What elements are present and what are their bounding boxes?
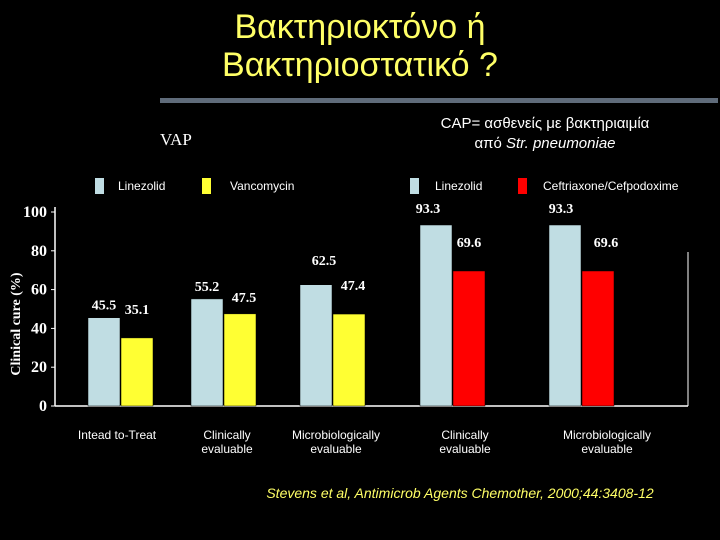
bar-4-0 (548, 224, 582, 407)
category-label-3-1: evaluable (439, 442, 491, 456)
legend-swatch-0-0 (95, 178, 104, 194)
y-tick-label: 20 (31, 359, 47, 376)
bar-1-0 (190, 298, 224, 407)
y-tick-label: 100 (23, 204, 47, 221)
slide-title: Βακτηριοκτόνο ή Βακτηριοστατικό ? (0, 8, 720, 98)
category-label-4-0: Microbiologically (563, 428, 651, 442)
cap-line-1: CAP= ασθενείς με βακτηριαιμία (440, 115, 650, 132)
legend-swatch-0-1 (202, 178, 211, 194)
data-label-1-0: 55.2 (195, 280, 220, 295)
data-label-2-1: 47.4 (341, 279, 366, 294)
category-label-2-1: evaluable (310, 442, 362, 456)
y-axis-label: Clinical cure (%) (9, 272, 24, 376)
data-label-3-0: 93.3 (416, 202, 441, 217)
category-label-4-1: evaluable (581, 442, 633, 456)
title-line-2: Βακτηριοστατικό ? (222, 46, 498, 84)
legend-label-0-1: Vancomycin (230, 179, 294, 193)
legend-label-1-0: Linezolid (435, 179, 482, 193)
data-label-0-1: 35.1 (125, 303, 150, 318)
y-tick-label: 60 (31, 282, 47, 299)
bar-0-1 (120, 337, 154, 407)
category-label-1-0: Clinically (203, 428, 250, 442)
bar-2-1 (332, 313, 366, 407)
bar-1-1 (223, 313, 257, 407)
cap-label: CAP= ασθενείς με βακτηριαιμία από Str. p… (380, 114, 710, 154)
category-label-2-0: Microbiologically (292, 428, 380, 442)
y-tick-label: 40 (31, 320, 47, 337)
category-label-3-0: Clinically (441, 428, 488, 442)
legend-label-0-0: Linezolid (118, 179, 165, 193)
cap-prefix: από (474, 135, 506, 152)
data-label-0-0: 45.5 (92, 299, 117, 314)
data-label-2-0: 62.5 (312, 254, 337, 269)
data-label-4-1: 69.6 (594, 236, 619, 251)
bar-0-0 (87, 317, 121, 407)
legend-label-1-1: Ceftriaxone/Cefpodoxime (543, 179, 679, 193)
title-divider (160, 98, 718, 103)
bar-3-0 (419, 224, 453, 407)
data-label-3-1: 69.6 (457, 236, 482, 251)
y-tick-label: 80 (31, 243, 47, 260)
legend-swatch-1-1 (518, 178, 527, 194)
bar-3-1 (452, 270, 486, 407)
legend-swatch-1-0 (410, 178, 419, 194)
cap-organism: Str. pneumoniae (506, 135, 616, 152)
category-label-0: Intead to-Treat (78, 428, 157, 442)
title-line-1: Βακτηριοκτόνο ή (234, 8, 486, 46)
bar-2-0 (299, 284, 333, 407)
vap-label: VAP (160, 130, 192, 149)
category-label-1-1: evaluable (201, 442, 253, 456)
y-tick-label: 0 (39, 398, 47, 415)
data-label-1-1: 47.5 (232, 291, 257, 306)
data-label-4-0: 93.3 (549, 202, 574, 217)
bar-4-1 (581, 270, 615, 407)
citation: Stevens et al, Antimicrob Agents Chemoth… (266, 485, 654, 501)
